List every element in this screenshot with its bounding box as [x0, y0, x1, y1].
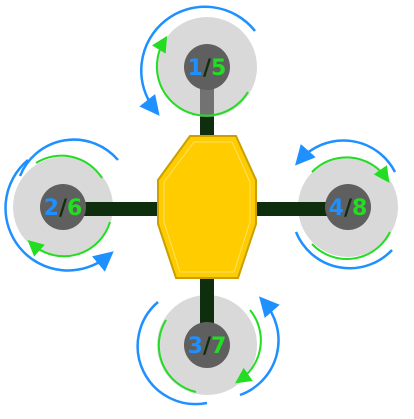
rotation-arrow-green-lower — [311, 231, 391, 260]
motor-top: 1/5 — [139, 5, 257, 117]
rotation-arrow-green — [35, 154, 103, 179]
motor-hub — [184, 44, 230, 90]
body-highlight — [163, 141, 251, 273]
motor-left: 2/6 — [4, 138, 119, 272]
motor-hub — [325, 184, 371, 230]
rotation-arrow-green — [311, 156, 390, 183]
motor-hub — [40, 184, 86, 230]
motor-hub — [184, 322, 230, 368]
rotation-arrow-blue-right — [239, 296, 280, 397]
rotation-arrow-blue — [139, 5, 256, 116]
motor-label: 2/6 — [44, 196, 83, 221]
motor-label: 4/8 — [329, 196, 368, 221]
rotation-arrow-blue — [4, 159, 114, 272]
rotation-arrow-blue-lower — [294, 231, 393, 270]
flight-controller-body — [157, 135, 257, 279]
rotation-arrow-green-right — [235, 309, 262, 384]
rotation-arrow-blue — [295, 139, 397, 173]
rotation-arrow-blue — [136, 301, 208, 406]
rotation-arrow-green-lower — [27, 221, 111, 258]
rotation-arrow-green — [157, 319, 197, 393]
rotation-arrow-green — [151, 35, 249, 117]
motor-label: 1/5 — [188, 56, 227, 81]
rotation-arrow-blue-upper — [18, 138, 119, 177]
motor-right: 4/8 — [294, 139, 398, 270]
motor-bottom: 3/7 — [136, 295, 280, 406]
motor-label: 3/7 — [188, 334, 227, 359]
